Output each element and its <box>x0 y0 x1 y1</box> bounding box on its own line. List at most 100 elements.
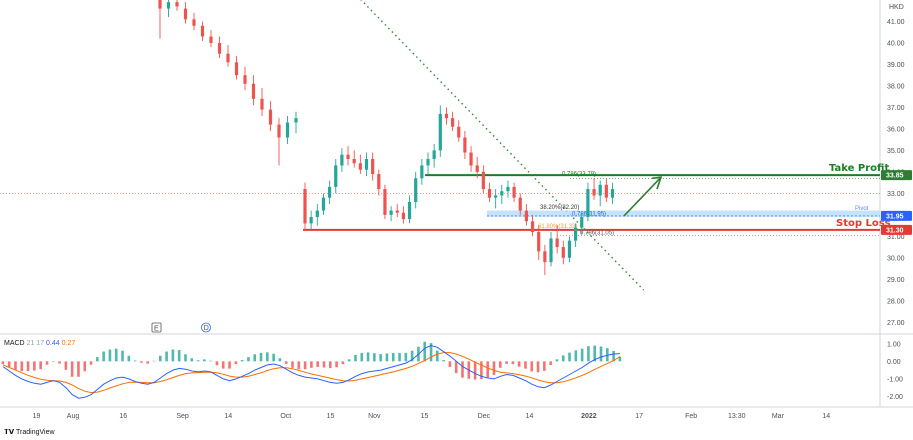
macd-histogram-bar <box>89 361 93 365</box>
macd-histogram-bar <box>574 350 578 362</box>
macd-histogram-bar <box>7 361 11 367</box>
time-tick-label: 14 <box>526 413 534 420</box>
macd-histogram-bar <box>587 346 590 362</box>
candle-body <box>346 154 350 159</box>
candle-body <box>285 122 290 138</box>
macd-histogram-bar <box>473 361 477 380</box>
candle-body <box>457 126 461 138</box>
take-profit-label: Take Profit <box>829 163 889 174</box>
macd-histogram-bar <box>165 351 168 362</box>
macd-histogram-bar <box>366 352 370 362</box>
macd-tick-label: 1.00 <box>887 341 901 348</box>
candle-body <box>251 83 256 99</box>
macd-histogram-bar <box>33 361 36 371</box>
candle-body <box>549 238 553 263</box>
candle-body <box>604 184 608 198</box>
candle-body <box>209 36 213 43</box>
candle-body <box>389 210 393 215</box>
footer: 𝗧𝗩 TradingView <box>4 429 55 436</box>
candle-body <box>268 109 273 125</box>
time-tick-label: Dec <box>478 413 491 420</box>
time-tick-label: Oct <box>280 413 291 420</box>
macd-histogram-bar <box>158 355 162 362</box>
macd-histogram-bar <box>385 353 389 362</box>
macd-histogram-bar <box>146 361 150 364</box>
macd-histogram-bar <box>486 361 489 378</box>
candle-body <box>158 0 162 9</box>
macd-histogram-bar <box>39 361 42 370</box>
price-tick-label: 28.00 <box>887 298 905 305</box>
candle-body <box>303 189 307 224</box>
candle-body <box>487 189 492 198</box>
stop-loss-label: Stop Loss <box>836 218 891 229</box>
candle-body <box>243 75 247 84</box>
macd-histogram-bar <box>133 360 137 362</box>
macd-histogram-bar <box>228 361 231 369</box>
macd-legend-label: MACD <box>4 340 27 347</box>
macd-histogram-bar <box>543 361 546 371</box>
pivot-label: Pivot <box>855 206 869 212</box>
macd-histogram-bar <box>96 357 99 362</box>
candle-body <box>328 186 332 198</box>
macd-histogram-bar <box>108 349 112 362</box>
price-tick-label: 31.00 <box>887 234 905 241</box>
macd-histogram-bar <box>127 355 131 362</box>
macd-histogram-bar <box>26 361 30 372</box>
macd-histogram-bar <box>58 361 61 364</box>
candle-body <box>383 189 387 215</box>
macd-histogram-bar <box>209 360 212 362</box>
macd-histogram-bar <box>492 361 496 375</box>
macd-histogram-bar <box>240 359 244 362</box>
macd-histogram-bar <box>580 348 584 362</box>
time-tick-label: Aug <box>67 413 80 420</box>
macd-histogram-bar <box>561 355 565 362</box>
price-tick-label: 39.00 <box>887 62 905 69</box>
levels-layer: Pivot Take Profit Stop Loss 0.786(33.79) 38.… <box>0 163 891 237</box>
macd-histogram-bar <box>379 354 382 362</box>
time-tick-label: Feb <box>685 413 697 420</box>
grid-lines <box>0 0 913 408</box>
macd-histogram-bar <box>480 361 483 380</box>
candle-body <box>500 191 504 196</box>
time-tick-label: 13:30 <box>728 413 746 420</box>
macd-histogram-bar <box>442 359 445 362</box>
macd-histogram-bar <box>423 341 427 362</box>
candle-body <box>530 221 535 233</box>
macd-histogram-bar <box>498 361 502 368</box>
macd-histogram-bar <box>391 352 395 362</box>
time-axis[interactable]: 19 Aug 16 Sep 14 Oct 15 Nov 15 Dec 14 2022 17 Feb 13:3… <box>33 413 831 420</box>
price-axis[interactable]: 41.0040.0039.0038.0037.0036.0035.0034.00… <box>881 4 912 327</box>
candle-body <box>364 158 369 170</box>
fib-label-sl-2: 0.786(31.05) <box>580 231 614 237</box>
macd-histogram-bar <box>303 361 307 370</box>
macd-pane: 1.00 0.00 -1.00 -2.00 MACD 21 17 0.44 0.27 <box>1 340 903 401</box>
macd-histogram-bar <box>373 353 376 362</box>
candle-body <box>543 251 547 263</box>
macd-histogram-bar <box>549 361 552 365</box>
time-tick-label: 17 <box>635 413 643 420</box>
candle-body <box>555 238 559 248</box>
macd-histogram-bar <box>555 359 559 362</box>
candle-body <box>217 42 222 54</box>
macd-histogram-bar <box>404 352 408 362</box>
candle-body <box>200 25 205 37</box>
macd-histogram-bar <box>171 349 175 362</box>
macd-histogram-bar <box>215 361 219 366</box>
tradingview-logo-icon: 𝗧𝗩 <box>4 429 15 436</box>
dividend-marker-circle <box>201 322 211 333</box>
candle-body <box>321 197 326 211</box>
candle-body <box>407 201 412 220</box>
pivot-badge-bg <box>881 210 912 221</box>
candle-body <box>598 184 602 196</box>
candle-body <box>277 124 281 138</box>
macd-histogram-bar <box>259 352 263 362</box>
macd-histogram-bar <box>234 361 238 365</box>
macd-legend-signal-value: 0.27 <box>62 340 76 347</box>
price-tick-label: 41.00 <box>887 19 905 26</box>
macd-histogram-bar <box>284 361 288 364</box>
candle-body <box>432 150 436 159</box>
macd-histogram-bar <box>341 361 345 365</box>
